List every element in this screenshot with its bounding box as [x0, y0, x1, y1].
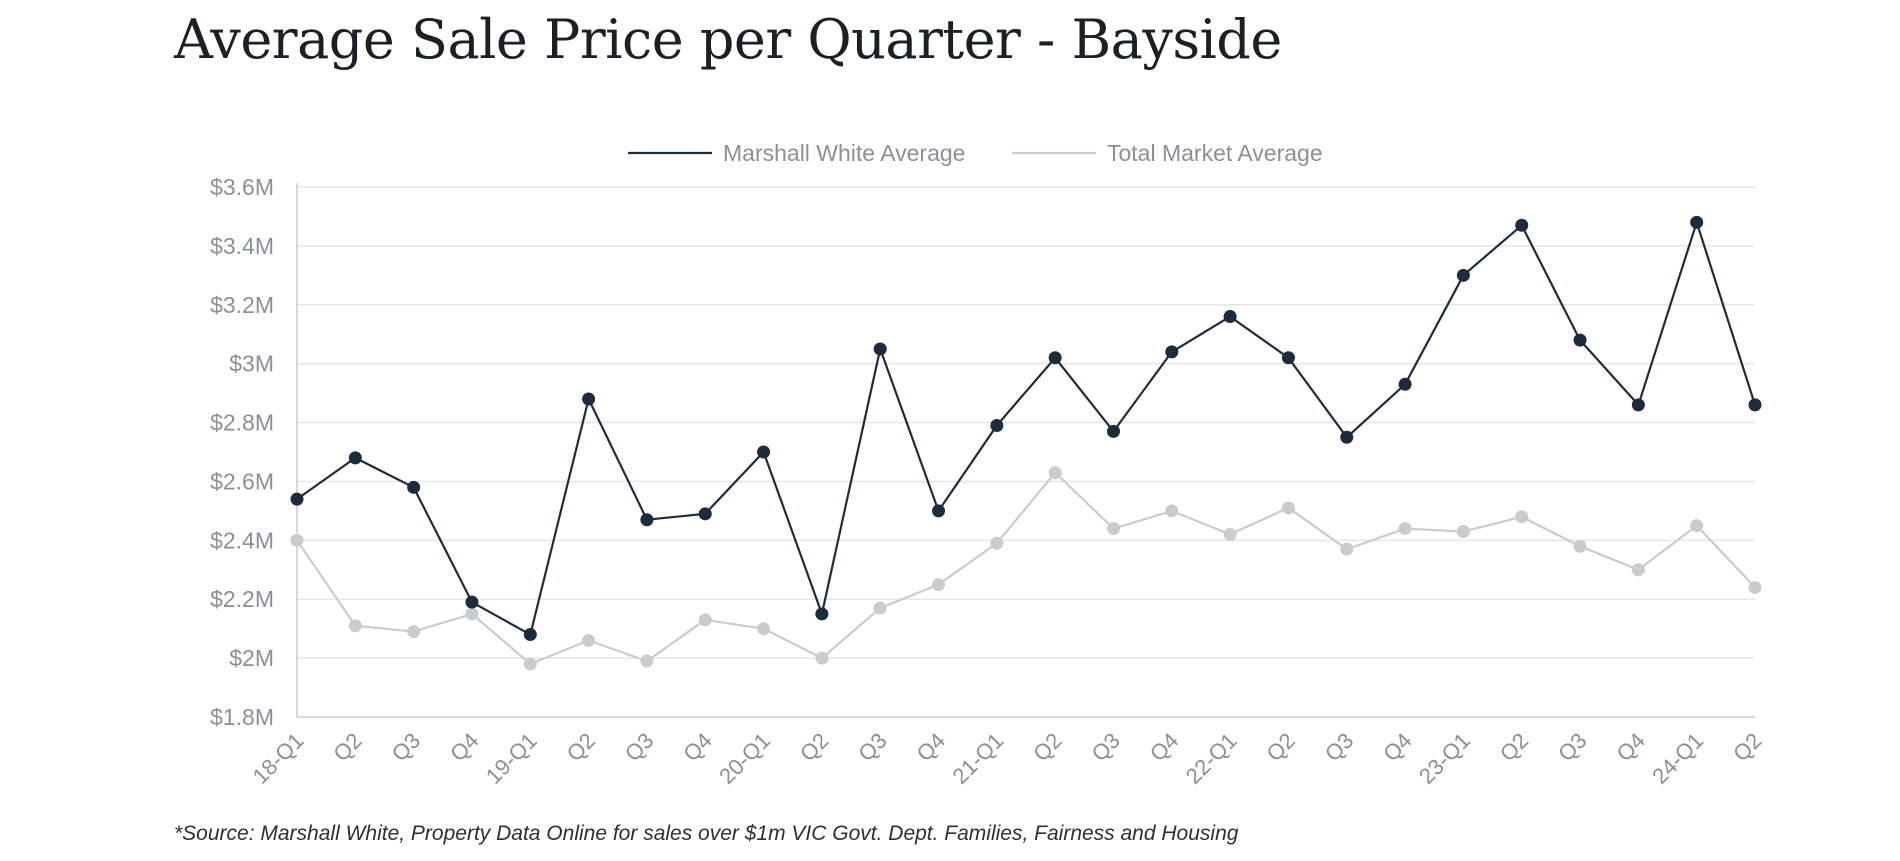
data-point	[1048, 466, 1062, 480]
y-tick-label: $3M	[229, 351, 274, 377]
x-tick-label: Q4	[445, 728, 483, 766]
x-tick-label: 24-Q1	[1647, 728, 1708, 789]
data-point	[815, 607, 829, 621]
data-point	[407, 625, 421, 639]
y-tick-label: $2M	[229, 645, 274, 671]
data-point	[990, 419, 1004, 432]
x-tick-label: Q3	[1553, 728, 1591, 766]
data-point	[582, 392, 596, 406]
x-tick-label: 21-Q1	[947, 728, 1008, 789]
data-point	[1573, 333, 1587, 347]
data-point	[1748, 398, 1762, 412]
data-point	[1281, 351, 1295, 365]
data-point	[873, 342, 887, 356]
x-tick-label: Q2	[1028, 728, 1066, 766]
data-point	[348, 619, 362, 633]
data-point	[1398, 377, 1412, 391]
data-point	[582, 633, 596, 647]
x-tick-label: 22-Q1	[1181, 728, 1242, 789]
x-tick-label: Q3	[1087, 728, 1125, 766]
data-point	[990, 536, 1004, 550]
data-point	[290, 533, 304, 547]
legend-label: Total Market Average	[1107, 140, 1323, 166]
x-tick-label: 20-Q1	[714, 728, 775, 789]
x-tick-label: Q3	[620, 728, 658, 766]
data-point	[348, 451, 362, 465]
y-tick-label: $2.4M	[210, 527, 274, 553]
data-point	[1340, 430, 1354, 444]
data-point	[1398, 522, 1412, 536]
data-point	[1631, 563, 1645, 577]
data-point	[640, 513, 654, 527]
data-point	[1748, 580, 1762, 594]
data-point	[757, 445, 771, 459]
y-tick-label: $2.8M	[210, 410, 274, 436]
x-tick-label: Q4	[1378, 728, 1416, 766]
data-point	[1340, 542, 1354, 556]
chart-title: Average Sale Price per Quarter - Bayside	[174, 8, 1282, 71]
x-tick-label: Q2	[1262, 728, 1300, 766]
x-tick-label: Q3	[1320, 728, 1358, 766]
x-tick-label: Q2	[1495, 728, 1533, 766]
data-point	[815, 651, 829, 665]
y-tick-label: $1.8M	[210, 704, 274, 730]
data-point	[1223, 527, 1237, 541]
data-point	[1573, 539, 1587, 553]
data-point	[873, 601, 887, 615]
data-point	[1456, 268, 1470, 282]
data-point	[757, 622, 771, 636]
series-line	[296, 221, 1757, 636]
data-point	[1165, 345, 1179, 359]
data-point	[290, 492, 304, 506]
x-tick-label: Q2	[562, 728, 600, 766]
data-point	[932, 578, 946, 591]
data-point	[1048, 351, 1062, 365]
data-point	[1690, 215, 1704, 229]
x-tick-label: 23-Q1	[1414, 728, 1475, 789]
y-tick-label: $3.2M	[210, 292, 274, 318]
data-point	[1165, 504, 1179, 518]
y-tick-label: $2.6M	[210, 468, 274, 494]
data-point	[640, 654, 654, 668]
data-point	[932, 504, 946, 518]
data-point	[1281, 501, 1295, 515]
data-point	[1106, 424, 1120, 438]
series-line	[296, 471, 1756, 666]
data-point	[523, 657, 537, 671]
x-tick-label: Q3	[387, 728, 425, 766]
y-tick-label: $3.6M	[210, 174, 274, 200]
x-tick-label: Q4	[1145, 728, 1183, 766]
data-point	[1456, 525, 1470, 538]
x-tick-label: Q2	[1728, 728, 1766, 766]
x-tick-label: Q2	[795, 728, 833, 766]
x-tick-label: Q4	[912, 728, 950, 766]
data-point	[698, 507, 712, 521]
data-point	[465, 607, 479, 621]
legend-label: Marshall White Average	[723, 140, 965, 166]
source-note: *Source: Marshall White, Property Data O…	[174, 822, 1239, 845]
x-tick-label: Q3	[853, 728, 891, 766]
x-tick-label: 18-Q1	[248, 728, 309, 789]
data-point	[1690, 519, 1704, 533]
data-point	[1515, 510, 1529, 524]
data-point	[465, 595, 479, 609]
data-point	[1223, 310, 1237, 324]
x-tick-label: Q4	[678, 728, 716, 766]
x-tick-label: Q4	[1611, 728, 1649, 766]
y-tick-label: $3.4M	[210, 233, 274, 259]
data-point	[1631, 398, 1645, 412]
data-point	[698, 613, 712, 627]
data-point	[523, 628, 537, 642]
data-point	[1515, 218, 1529, 232]
data-point	[1106, 522, 1120, 536]
x-tick-label: Q2	[328, 728, 366, 766]
y-tick-label: $2.2M	[210, 586, 274, 612]
data-point	[407, 480, 421, 494]
x-tick-label: 19-Q1	[481, 728, 542, 789]
